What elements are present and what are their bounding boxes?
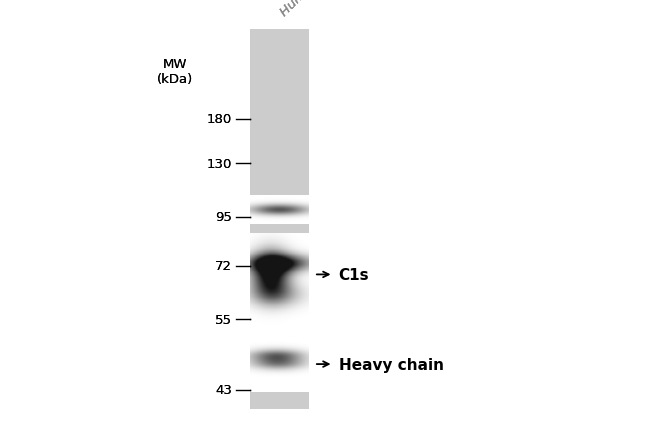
Text: 43: 43 xyxy=(215,383,232,396)
Bar xyxy=(0,0,650,30)
Text: 55: 55 xyxy=(215,313,232,326)
Bar xyxy=(309,0,650,426)
Text: 95: 95 xyxy=(215,211,232,224)
Text: Heavy chain: Heavy chain xyxy=(339,357,444,372)
Text: 130: 130 xyxy=(207,158,232,170)
Bar xyxy=(0,409,650,426)
Text: 43: 43 xyxy=(215,383,232,396)
Text: 130: 130 xyxy=(207,158,232,170)
Text: MW
(kDa): MW (kDa) xyxy=(157,58,194,86)
Text: 55: 55 xyxy=(215,313,232,326)
Text: Human plasma: Human plasma xyxy=(278,0,358,19)
Text: MW
(kDa): MW (kDa) xyxy=(157,58,194,86)
Bar xyxy=(250,30,309,409)
Text: 72: 72 xyxy=(215,260,232,273)
Text: Human plasma: Human plasma xyxy=(278,0,358,19)
Text: 72: 72 xyxy=(215,260,232,273)
Text: 180: 180 xyxy=(207,113,232,126)
Bar xyxy=(0,0,250,426)
Text: C1s: C1s xyxy=(339,267,369,282)
Text: 95: 95 xyxy=(215,211,232,224)
Text: 180: 180 xyxy=(207,113,232,126)
